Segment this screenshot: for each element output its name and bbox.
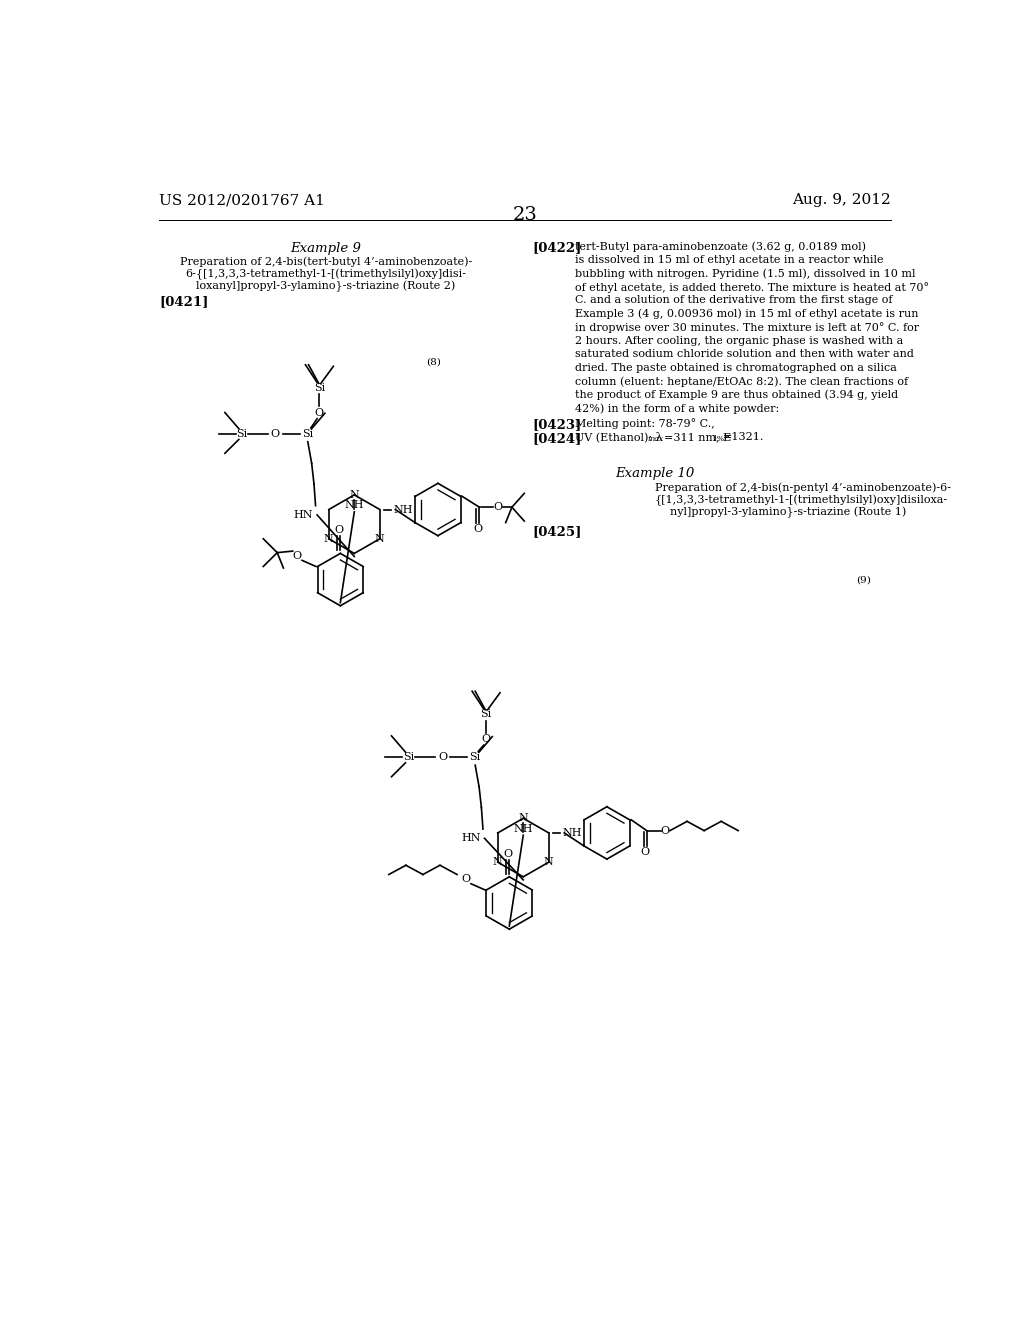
Text: Aug. 9, 2012: Aug. 9, 2012 xyxy=(792,193,891,207)
Text: O: O xyxy=(462,874,471,884)
Text: Si: Si xyxy=(402,752,414,763)
Text: column (eluent: heptane/EtOAc 8:2). The clean fractions of: column (eluent: heptane/EtOAc 8:2). The … xyxy=(575,376,908,387)
Text: =1321.: =1321. xyxy=(722,432,764,442)
Text: Example 10: Example 10 xyxy=(615,467,694,479)
Text: Melting point: 78-79° C.,: Melting point: 78-79° C., xyxy=(575,418,715,429)
Text: NH: NH xyxy=(344,500,365,511)
Text: (9): (9) xyxy=(856,576,871,585)
Text: [0424]: [0424] xyxy=(532,432,582,445)
Text: 2 hours. After cooling, the organic phase is washed with a: 2 hours. After cooling, the organic phas… xyxy=(575,335,903,346)
Text: N: N xyxy=(349,490,359,500)
Text: NH: NH xyxy=(513,824,534,834)
Text: O: O xyxy=(660,825,670,836)
Text: N: N xyxy=(324,533,334,544)
Text: HN: HN xyxy=(294,510,313,520)
Text: Si: Si xyxy=(470,752,481,763)
Text: HN: HN xyxy=(461,833,480,843)
Text: [0422]: [0422] xyxy=(532,242,582,255)
Text: dried. The paste obtained is chromatographed on a silica: dried. The paste obtained is chromatogra… xyxy=(575,363,897,372)
Text: [0423]: [0423] xyxy=(532,418,582,432)
Text: O: O xyxy=(438,752,447,763)
Text: Si: Si xyxy=(313,383,325,393)
Text: the product of Example 9 are thus obtained (3.94 g, yield: the product of Example 9 are thus obtain… xyxy=(575,389,898,400)
Text: NH: NH xyxy=(563,828,583,838)
Text: O: O xyxy=(481,734,490,744)
Text: Example 9: Example 9 xyxy=(290,242,361,255)
Text: Si: Si xyxy=(480,709,492,719)
Text: Preparation of 2,4-bis(tert-butyl 4’-aminobenzoate)-: Preparation of 2,4-bis(tert-butyl 4’-ami… xyxy=(179,256,472,267)
Text: N: N xyxy=(493,857,503,867)
Text: 23: 23 xyxy=(512,206,538,224)
Text: N: N xyxy=(544,857,554,867)
Text: O: O xyxy=(473,524,482,533)
Text: 1%: 1% xyxy=(713,434,724,442)
Text: in dropwise over 30 minutes. The mixture is left at 70° C. for: in dropwise over 30 minutes. The mixture… xyxy=(575,322,920,333)
Text: max: max xyxy=(647,434,664,442)
Text: bubbling with nitrogen. Pyridine (1.5 ml), dissolved in 10 ml: bubbling with nitrogen. Pyridine (1.5 ml… xyxy=(575,268,915,279)
Text: 6-{[1,3,3,3-tetramethyl-1-[(trimethylsilyl)oxy]disi-: 6-{[1,3,3,3-tetramethyl-1-[(trimethylsil… xyxy=(185,268,466,280)
Text: [0421]: [0421] xyxy=(159,296,208,309)
Text: C. and a solution of the derivative from the first stage of: C. and a solution of the derivative from… xyxy=(575,296,893,305)
Text: saturated sodium chloride solution and then with water and: saturated sodium chloride solution and t… xyxy=(575,350,914,359)
Text: (8): (8) xyxy=(426,358,441,366)
Text: O: O xyxy=(270,429,280,440)
Text: =311 nm, E: =311 nm, E xyxy=(665,432,731,442)
Text: loxanyl]propyl-3-ylamino}-s-triazine (Route 2): loxanyl]propyl-3-ylamino}-s-triazine (Ro… xyxy=(196,281,456,292)
Text: Si: Si xyxy=(302,429,313,440)
Text: Preparation of 2,4-bis(n-pentyl 4’-aminobenzoate)-6-: Preparation of 2,4-bis(n-pentyl 4’-amino… xyxy=(655,482,951,492)
Text: O: O xyxy=(641,847,650,857)
Text: Example 3 (4 g, 0.00936 mol) in 15 ml of ethyl acetate is run: Example 3 (4 g, 0.00936 mol) in 15 ml of… xyxy=(575,309,919,319)
Text: tert-Butyl para-aminobenzoate (3.62 g, 0.0189 mol): tert-Butyl para-aminobenzoate (3.62 g, 0… xyxy=(575,242,866,252)
Text: O: O xyxy=(503,849,512,859)
Text: O: O xyxy=(293,550,302,561)
Text: O: O xyxy=(494,502,503,512)
Text: NH: NH xyxy=(394,504,414,515)
Text: N: N xyxy=(518,813,528,824)
Text: N: N xyxy=(375,533,385,544)
Text: Si: Si xyxy=(237,429,248,440)
Text: {[1,3,3,3-tetramethyl-1-[(trimethylsilyl)oxy]disiloxa-: {[1,3,3,3-tetramethyl-1-[(trimethylsilyl… xyxy=(655,495,948,506)
Text: nyl]propyl-3-ylamino}-s-triazine (Route 1): nyl]propyl-3-ylamino}-s-triazine (Route … xyxy=(671,507,906,519)
Text: is dissolved in 15 ml of ethyl acetate in a reactor while: is dissolved in 15 ml of ethyl acetate i… xyxy=(575,255,884,265)
Text: [0425]: [0425] xyxy=(532,525,582,539)
Text: US 2012/0201767 A1: US 2012/0201767 A1 xyxy=(159,193,325,207)
Text: 42%) in the form of a white powder:: 42%) in the form of a white powder: xyxy=(575,404,779,414)
Text: O: O xyxy=(314,408,324,417)
Text: O: O xyxy=(334,525,343,536)
Text: of ethyl acetate, is added thereto. The mixture is heated at 70°: of ethyl acetate, is added thereto. The … xyxy=(575,282,929,293)
Text: UV (Ethanol): λ: UV (Ethanol): λ xyxy=(575,432,663,442)
